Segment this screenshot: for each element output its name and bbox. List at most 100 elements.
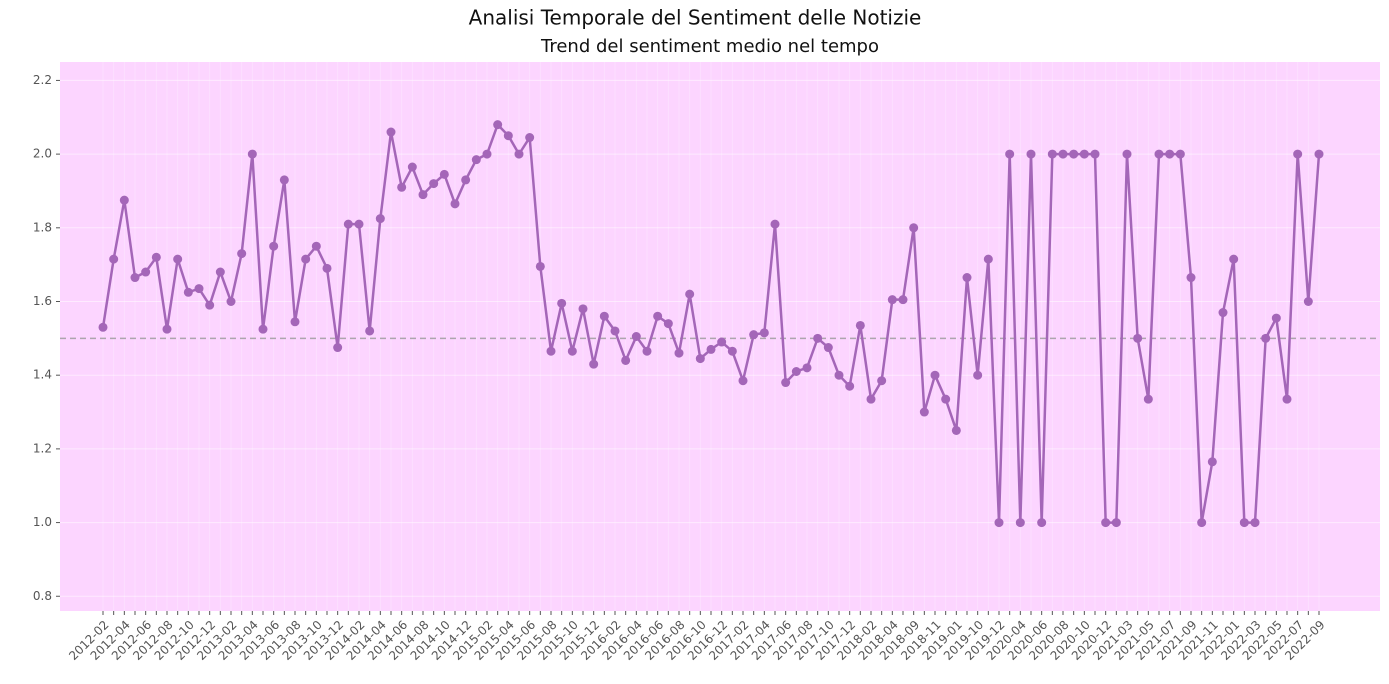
data-point: [1239, 518, 1249, 528]
data-point: [578, 304, 588, 314]
data-point: [141, 267, 151, 277]
data-point: [898, 295, 908, 305]
data-point: [1175, 149, 1185, 159]
data-point: [279, 175, 289, 185]
data-point: [695, 354, 705, 364]
data-point: [631, 332, 641, 341]
data-point: [194, 284, 204, 294]
data-point: [1005, 149, 1015, 159]
data-point: [909, 223, 919, 233]
data-point: [919, 407, 929, 417]
data-point: [930, 370, 940, 380]
data-point: [813, 333, 823, 343]
data-point: [1218, 308, 1228, 318]
data-point: [98, 322, 108, 332]
data-point: [1271, 313, 1281, 323]
data-point: [1229, 254, 1239, 264]
data-point: [450, 199, 460, 209]
data-point: [1133, 333, 1143, 343]
data-point: [653, 311, 663, 321]
data-point: [855, 320, 865, 330]
data-point: [1026, 149, 1036, 159]
data-point: [429, 179, 439, 189]
data-point: [770, 219, 780, 229]
data-point: [759, 328, 769, 338]
data-point: [493, 120, 503, 130]
data-point: [258, 324, 268, 334]
data-point: [205, 300, 215, 310]
data-point: [173, 254, 183, 264]
data-point: [599, 311, 609, 321]
data-point: [1101, 518, 1111, 528]
data-point: [1207, 457, 1217, 467]
data-point: [610, 326, 620, 336]
data-point: [162, 324, 172, 334]
data-point: [301, 254, 311, 264]
data-point: [418, 190, 428, 200]
data-point: [717, 337, 727, 347]
data-point: [151, 252, 161, 262]
y-tick-label: 2.2: [33, 73, 52, 87]
data-point: [866, 394, 876, 404]
data-point: [589, 359, 599, 369]
data-point: [1058, 149, 1068, 159]
data-point: [439, 169, 449, 179]
data-point: [1015, 518, 1025, 528]
data-point: [1079, 149, 1089, 159]
data-point: [471, 155, 481, 165]
data-point: [407, 162, 417, 172]
data-point: [290, 317, 300, 327]
data-point: [823, 343, 833, 353]
data-point: [983, 254, 993, 264]
data-point: [311, 241, 321, 251]
data-point: [994, 518, 1004, 528]
data-point: [109, 254, 119, 264]
data-point: [727, 346, 737, 356]
data-point: [130, 273, 140, 283]
data-point: [119, 195, 129, 205]
data-point: [791, 367, 801, 377]
data-point: [1314, 149, 1324, 159]
data-point: [365, 326, 375, 336]
data-point: [1122, 149, 1132, 159]
y-tick-label: 1.2: [33, 441, 52, 455]
data-point: [237, 249, 247, 259]
data-point: [802, 363, 812, 373]
data-point: [567, 346, 577, 356]
data-point: [674, 348, 684, 358]
data-point: [482, 149, 492, 159]
plot-background: [60, 62, 1380, 611]
chart-subtitle: Trend del sentiment medio nel tempo: [540, 36, 879, 57]
data-point: [663, 319, 673, 329]
data-point: [941, 394, 951, 404]
data-point: [951, 425, 961, 435]
data-point: [877, 376, 887, 386]
y-tick-label: 1.4: [33, 368, 52, 382]
data-point: [781, 378, 791, 388]
data-point: [685, 289, 695, 299]
data-point: [269, 241, 279, 251]
data-point: [962, 273, 972, 283]
data-point: [1165, 149, 1175, 159]
data-point: [973, 370, 983, 380]
data-point: [749, 330, 759, 340]
y-tick-label: 1.6: [33, 294, 52, 308]
y-tick-label: 1.8: [33, 220, 52, 234]
data-point: [375, 214, 385, 224]
data-point: [215, 267, 225, 277]
data-point: [535, 261, 545, 271]
y-tick-label: 0.8: [33, 589, 52, 603]
data-point: [642, 346, 652, 356]
data-point: [1186, 273, 1196, 283]
data-point: [845, 381, 855, 391]
data-point: [1111, 518, 1121, 528]
data-point: [706, 344, 716, 354]
data-point: [343, 219, 353, 229]
data-point: [1069, 149, 1079, 159]
data-point: [1154, 149, 1164, 159]
data-point: [546, 346, 556, 356]
data-point: [1293, 149, 1303, 159]
data-point: [1197, 518, 1207, 528]
data-point: [1143, 394, 1153, 404]
